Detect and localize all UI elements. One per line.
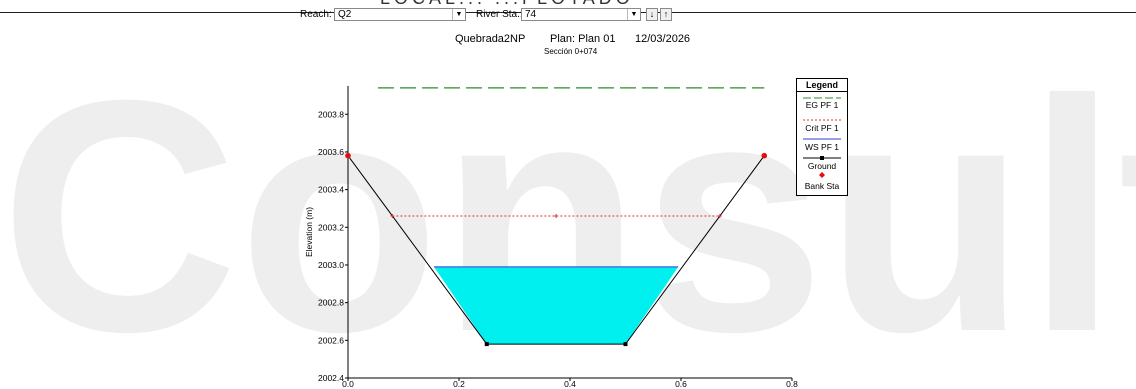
reach-combo[interactable]: Q2 ▼: [334, 8, 466, 21]
reach-label: Reach:: [300, 9, 332, 20]
legend-item-bank: Bank Sta: [804, 181, 840, 191]
reach-value: Q2: [338, 9, 352, 20]
arrow-down-icon[interactable]: ↓: [646, 8, 658, 21]
legend-item-crit: Crit PF 1: [805, 123, 839, 133]
chevron-down-icon[interactable]: ▼: [627, 9, 640, 20]
legend-swatch-bank: [819, 172, 825, 178]
y-tick-label: 2003.2: [318, 222, 344, 232]
y-tick-label: 2003.8: [318, 109, 344, 119]
water-fill: [434, 266, 679, 345]
river-sta-value: 74: [525, 9, 537, 20]
ground-point: [623, 342, 628, 347]
y-tick-label: 2002.4: [318, 373, 344, 383]
legend-swatches: [803, 97, 841, 178]
plan-name: Plan: Plan 01: [550, 33, 616, 45]
legend: Legend EG PF 1 Crit PF 1 WS PF 1 Ground …: [796, 78, 848, 196]
x-tick-label: 0.8: [786, 379, 798, 389]
legend-title: Legend: [797, 79, 847, 92]
y-tick-label: 2002.8: [318, 298, 344, 308]
x-tick-label: 0.4: [564, 379, 576, 389]
ground-point: [484, 342, 489, 347]
ground-line: [347, 155, 765, 345]
toolbar: Reach: Q2 ▼ River Sta.: 74 ▼ ↓ ↑: [298, 7, 848, 23]
chevron-down-icon[interactable]: ▼: [452, 9, 465, 20]
legend-swatch-ground-marker: [820, 156, 824, 160]
crit-marker: [390, 213, 395, 218]
y-tick-label: 2003.4: [318, 185, 344, 195]
page-header-cut-title: LOCAL... ...FLOTADO: [380, 0, 634, 9]
y-axis-label: Elevation (m): [304, 207, 314, 257]
crit-marker: [554, 213, 559, 218]
legend-item-eg: EG PF 1: [805, 100, 839, 110]
section-label: Sección 0+074: [544, 47, 598, 56]
crit-marker: [717, 213, 722, 218]
header-date: 12/03/2026: [635, 33, 691, 45]
y-tick-label: 2003.6: [318, 147, 344, 157]
bank-station-point: [761, 152, 768, 159]
river-sta-label: River Sta.:: [476, 9, 523, 20]
bank-station-point: [345, 152, 351, 159]
y-tick-label: 2002.6: [318, 335, 344, 345]
legend-item-ws: WS PF 1: [804, 142, 839, 152]
x-tick-label: 0.6: [675, 379, 687, 389]
river-sta-combo[interactable]: 74 ▼: [521, 8, 641, 21]
legend-item-ground: Ground: [807, 161, 837, 171]
arrow-up-icon[interactable]: ↑: [660, 8, 672, 21]
x-tick-label: 0.0: [342, 379, 354, 389]
x-tick-label: 0.2: [453, 379, 465, 389]
y-tick-label: 2003.0: [318, 260, 344, 270]
project-name: Quebrada2NP: [455, 33, 526, 45]
